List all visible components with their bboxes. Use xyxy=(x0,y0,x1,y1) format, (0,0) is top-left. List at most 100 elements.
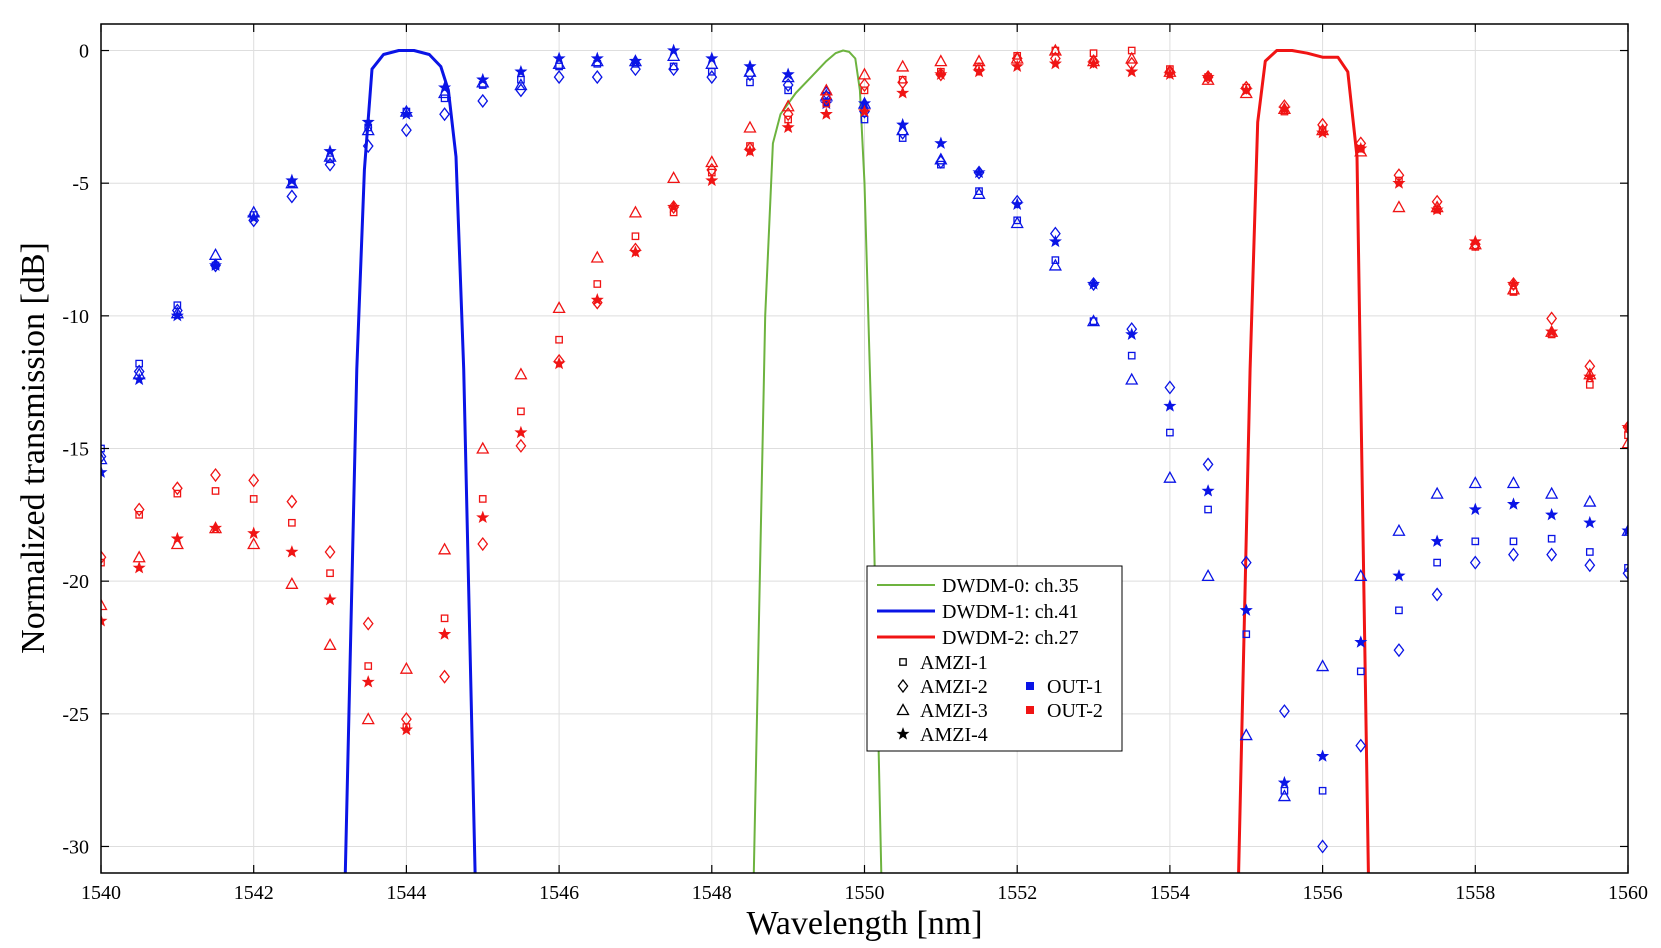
data-point-out-2-square xyxy=(593,280,602,288)
data-point-out-1-square xyxy=(326,155,334,164)
data-point-out-1-triangle xyxy=(1201,569,1215,581)
y-tick-label: -10 xyxy=(62,306,89,328)
data-point-out-1-star xyxy=(361,115,375,128)
data-point-out-2-star xyxy=(476,510,490,524)
data-point-out-1-triangle xyxy=(552,56,566,69)
data-point-out-1-triangle xyxy=(1048,258,1062,271)
data-point-out-2-star xyxy=(552,356,566,370)
x-tick-label: 1548 xyxy=(692,882,732,904)
data-point-out-2-triangle xyxy=(1506,282,1521,295)
data-point-out-2-star xyxy=(1239,83,1253,96)
data-point-out-2-square xyxy=(173,489,182,498)
data-point-out-1-diamond xyxy=(515,83,527,98)
legend-marker-square xyxy=(899,658,907,666)
data-point-out-1-triangle xyxy=(1430,486,1444,499)
data-point-out-1-star xyxy=(934,136,948,149)
data-point-out-2-diamond xyxy=(859,77,870,93)
data-point-out-2-square xyxy=(211,487,220,495)
data-point-out-1-triangle xyxy=(361,123,375,136)
data-point-out-2-star xyxy=(1506,277,1521,290)
data-point-out-1-star xyxy=(628,54,643,67)
data-point-out-2-diamond xyxy=(782,107,794,122)
data-point-out-2-square xyxy=(1624,431,1628,440)
data-point-out-1-diamond xyxy=(1622,566,1628,581)
data-point-out-1-square xyxy=(1547,534,1556,543)
data-point-out-2-triangle xyxy=(590,250,604,263)
data-point-out-1-diamond xyxy=(400,123,412,138)
data-point-out-2-star xyxy=(1277,102,1291,115)
data-point-out-1-diamond xyxy=(1202,457,1214,472)
data-point-out-2-diamond xyxy=(973,62,985,77)
data-point-out-2-diamond xyxy=(171,481,183,496)
data-point-out-2-square xyxy=(440,614,449,623)
data-point-out-1-star xyxy=(1125,327,1139,341)
data-point-out-1-triangle xyxy=(101,452,108,465)
data-point-out-2-diamond xyxy=(286,494,298,509)
data-point-out-2-triangle xyxy=(361,712,375,725)
x-tick-label: 1544 xyxy=(386,882,426,904)
data-point-out-2-star xyxy=(323,592,337,606)
data-point-out-2-diamond xyxy=(820,91,832,106)
data-point-out-1-star xyxy=(1239,603,1253,616)
data-point-out-1-diamond xyxy=(1317,839,1329,854)
legend-line-label: DWDM-2: ch.27 xyxy=(942,627,1079,649)
data-point-out-2-star xyxy=(1086,56,1101,70)
data-point-out-1-square xyxy=(1051,256,1060,264)
data-point-out-1-square xyxy=(1356,667,1365,676)
data-point-out-2-star xyxy=(285,545,299,558)
dwdm-lines xyxy=(343,49,1370,873)
data-point-out-2-square xyxy=(249,495,258,503)
data-point-out-2-star xyxy=(1545,324,1559,338)
x-tick-label: 1550 xyxy=(845,882,885,904)
data-point-out-1-star xyxy=(896,117,910,131)
data-point-out-2-star xyxy=(514,425,528,439)
data-point-out-2-diamond xyxy=(362,616,374,631)
x-axis-label: Wavelength [nm] xyxy=(746,905,982,942)
data-point-out-1-star xyxy=(208,258,223,272)
data-point-out-1-star xyxy=(1468,502,1482,516)
data-point-out-1-diamond xyxy=(286,189,298,204)
y-tick-label: -20 xyxy=(62,571,89,593)
data-point-out-1-triangle xyxy=(705,56,719,69)
data-point-out-1-diamond xyxy=(1240,555,1252,570)
data-point-out-1-square xyxy=(135,359,144,368)
legend-marker-label: AMZI-2 xyxy=(920,676,988,698)
data-point-out-2-diamond xyxy=(1469,237,1481,252)
data-point-out-2-diamond xyxy=(248,473,260,488)
data-point-out-2-triangle xyxy=(323,637,337,650)
data-point-out-1-star xyxy=(590,51,604,64)
data-point-out-1-diamond xyxy=(668,62,680,77)
data-point-out-1-star xyxy=(781,67,795,81)
data-point-out-1-diamond xyxy=(630,62,641,77)
data-point-out-2-star xyxy=(896,86,910,99)
data-point-out-1-triangle xyxy=(972,186,986,199)
data-point-out-2-star xyxy=(208,521,223,534)
series-line-dwdm-2 xyxy=(1237,49,1370,873)
data-point-out-2-square xyxy=(860,86,869,95)
data-point-out-1-triangle xyxy=(1239,728,1253,741)
y-tick-label: -25 xyxy=(62,704,89,726)
data-point-out-2-star xyxy=(1621,420,1628,433)
data-point-out-2-diamond xyxy=(630,242,641,257)
data-point-out-2-square xyxy=(288,518,296,527)
legend-line-label: DWDM-1: ch.41 xyxy=(942,601,1079,623)
data-point-out-1-square xyxy=(1471,537,1480,546)
y-tick-label: -15 xyxy=(62,439,89,461)
data-point-out-2-star xyxy=(1201,70,1215,83)
data-point-out-1-triangle xyxy=(934,152,948,165)
data-point-out-1-triangle xyxy=(743,64,757,77)
series-line-dwdm-0 xyxy=(752,49,883,873)
data-point-out-1-diamond xyxy=(477,93,489,109)
data-point-out-2-diamond xyxy=(133,502,145,517)
data-point-out-2-triangle xyxy=(743,120,757,133)
data-point-out-1-star xyxy=(1392,569,1406,582)
data-point-out-1-square xyxy=(746,78,754,87)
data-point-out-1-diamond xyxy=(362,138,374,154)
x-tick-label: 1560 xyxy=(1608,882,1648,904)
data-point-out-2-square xyxy=(364,662,373,670)
data-point-out-1-triangle xyxy=(1086,314,1101,327)
data-point-out-1-square xyxy=(1318,786,1327,795)
data-point-out-2-star xyxy=(705,173,719,187)
x-tick-label: 1540 xyxy=(81,882,121,904)
data-point-out-1-star xyxy=(1430,534,1444,547)
